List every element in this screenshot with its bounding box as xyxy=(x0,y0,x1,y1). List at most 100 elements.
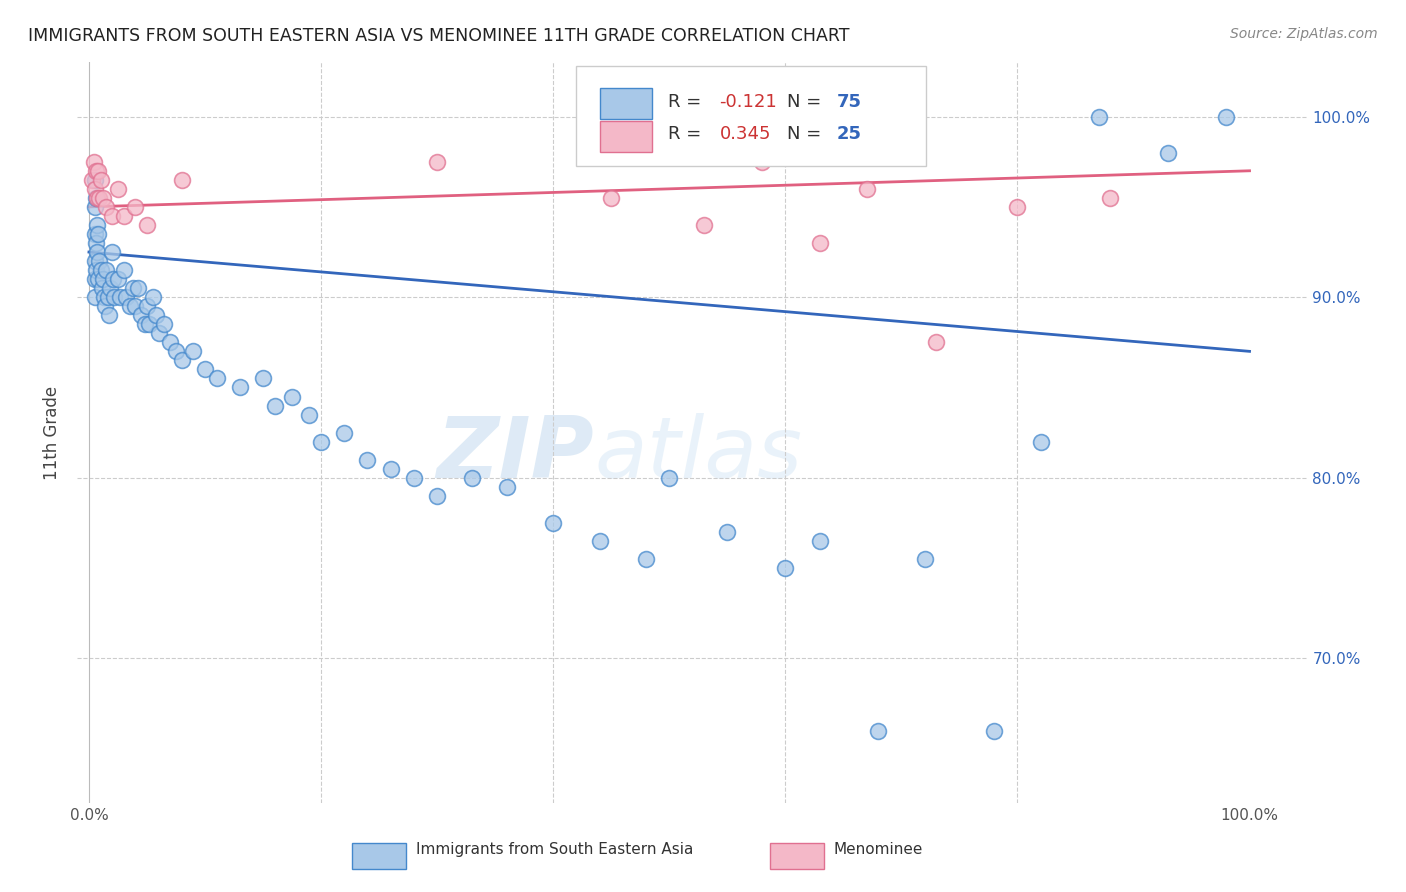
FancyBboxPatch shape xyxy=(575,66,927,166)
Point xyxy=(83,290,105,304)
Point xyxy=(84,163,107,178)
FancyBboxPatch shape xyxy=(600,88,652,120)
Y-axis label: 11th Grade: 11th Grade xyxy=(44,385,62,480)
Text: atlas: atlas xyxy=(595,413,801,496)
Point xyxy=(775,561,797,575)
Point xyxy=(751,154,773,169)
Point xyxy=(91,191,114,205)
Point xyxy=(914,552,936,566)
Point xyxy=(808,533,831,548)
Point xyxy=(89,254,111,268)
Point xyxy=(129,308,152,322)
Point xyxy=(148,326,170,341)
Point xyxy=(136,218,159,232)
Point xyxy=(112,209,135,223)
Text: -0.121: -0.121 xyxy=(720,93,778,111)
Point xyxy=(983,723,1005,738)
Point xyxy=(263,399,285,413)
Point xyxy=(145,308,167,322)
Point xyxy=(600,191,623,205)
Point xyxy=(634,552,657,566)
Text: 25: 25 xyxy=(837,125,862,144)
Point xyxy=(925,335,948,350)
Point xyxy=(426,154,449,169)
Point xyxy=(83,227,105,241)
FancyBboxPatch shape xyxy=(352,843,406,870)
Point xyxy=(426,489,449,503)
Point xyxy=(83,200,105,214)
Point xyxy=(588,533,610,548)
Point xyxy=(461,471,484,485)
Point xyxy=(333,425,356,440)
Point xyxy=(107,272,129,286)
Point xyxy=(142,290,165,304)
Point xyxy=(229,380,252,394)
Point xyxy=(298,408,321,422)
Point xyxy=(87,227,110,241)
Text: 0.345: 0.345 xyxy=(720,125,770,144)
Point xyxy=(281,390,304,404)
Text: R =: R = xyxy=(668,93,707,111)
Point xyxy=(110,290,132,304)
Point xyxy=(159,335,181,350)
Point xyxy=(118,299,141,313)
Point xyxy=(96,200,118,214)
Point xyxy=(194,362,217,376)
Point xyxy=(868,723,890,738)
Point xyxy=(1029,434,1052,449)
Point xyxy=(138,318,160,332)
Point xyxy=(153,318,176,332)
Point xyxy=(112,263,135,277)
Point xyxy=(855,182,877,196)
Point xyxy=(309,434,332,449)
Point xyxy=(107,182,129,196)
Point xyxy=(91,272,114,286)
Text: 75: 75 xyxy=(837,93,862,111)
Point xyxy=(380,461,402,475)
Point xyxy=(96,290,118,304)
Text: ZIP: ZIP xyxy=(436,413,595,496)
Point xyxy=(103,290,125,304)
Point xyxy=(103,272,125,286)
Point xyxy=(94,299,117,313)
Point xyxy=(1087,110,1109,124)
Point xyxy=(84,235,107,250)
Point xyxy=(93,290,115,304)
Point xyxy=(83,254,105,268)
Text: N =: N = xyxy=(787,125,827,144)
Point xyxy=(356,452,378,467)
Point xyxy=(170,353,193,368)
Point xyxy=(87,163,110,178)
Point xyxy=(1007,200,1029,214)
Point xyxy=(86,191,108,205)
Point xyxy=(693,218,716,232)
Point xyxy=(89,191,111,205)
Point xyxy=(1157,145,1180,160)
Point xyxy=(82,173,104,187)
Point xyxy=(252,371,274,385)
Point xyxy=(83,182,105,196)
Point xyxy=(86,218,108,232)
Point xyxy=(96,263,118,277)
Point xyxy=(83,173,105,187)
Point xyxy=(402,471,425,485)
FancyBboxPatch shape xyxy=(600,121,652,152)
Point xyxy=(101,209,124,223)
Point xyxy=(101,245,124,260)
Text: IMMIGRANTS FROM SOUTH EASTERN ASIA VS MENOMINEE 11TH GRADE CORRELATION CHART: IMMIGRANTS FROM SOUTH EASTERN ASIA VS ME… xyxy=(28,27,849,45)
Point xyxy=(183,344,205,359)
Point xyxy=(122,281,145,295)
Point xyxy=(90,263,112,277)
Point xyxy=(84,191,107,205)
Point xyxy=(87,272,110,286)
Point xyxy=(808,235,831,250)
Point xyxy=(165,344,187,359)
Point xyxy=(716,524,738,539)
Point xyxy=(97,308,120,322)
Point xyxy=(98,281,121,295)
Text: Immigrants from South Eastern Asia: Immigrants from South Eastern Asia xyxy=(416,842,693,857)
Point xyxy=(495,480,517,494)
Point xyxy=(1215,110,1237,124)
Point xyxy=(541,516,564,530)
Point xyxy=(90,281,112,295)
